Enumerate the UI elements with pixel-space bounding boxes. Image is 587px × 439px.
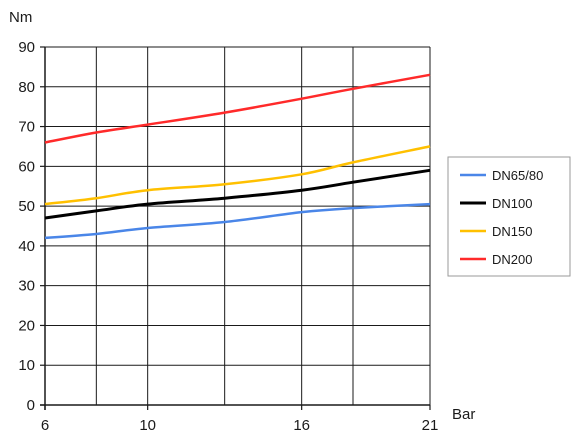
tick-labels: 0 10 20 30 40 50 60 70 80 90 6 10 16 21 [18, 39, 438, 434]
series-line-dn100 [44, 168, 431, 220]
x-tick-label-2: 16 [293, 417, 310, 434]
plot-background [45, 47, 430, 405]
legend-item-dn200: DN200 [460, 252, 532, 267]
y-tick-label-5: 50 [18, 198, 35, 215]
x-axis-label: Bar [452, 406, 475, 423]
x-tick-label-3: 21 [422, 417, 439, 434]
series-line-dn150 [44, 145, 431, 206]
series-line-dn200 [44, 73, 431, 144]
axes [40, 46, 431, 410]
legend-label-dn200: DN200 [492, 252, 532, 267]
plot-area [45, 47, 430, 405]
legend-item-dn65-80: DN65/80 [460, 168, 543, 183]
y-axis-label: Nm [9, 9, 32, 26]
y-tick-label-9: 90 [18, 39, 35, 56]
y-tick-label-8: 80 [18, 79, 35, 96]
legend-label-dn100: DN100 [492, 196, 532, 211]
series-line-dn65-80 [44, 202, 431, 240]
legend-item-dn100: DN100 [460, 196, 532, 211]
y-tick-label-1: 10 [18, 357, 35, 374]
x-tick-label-0: 6 [41, 417, 49, 434]
y-tick-label-0: 0 [27, 397, 35, 414]
legend-label-dn65-80: DN65/80 [492, 168, 543, 183]
y-tick-label-2: 20 [18, 317, 35, 334]
legend-label-dn150: DN150 [492, 224, 532, 239]
y-tick-label-7: 70 [18, 119, 35, 136]
y-tick-label-6: 60 [18, 158, 35, 175]
legend: DN65/80 DN100 DN150 DN200 [447, 156, 571, 277]
x-tick-label-1: 10 [139, 417, 156, 434]
legend-box [447, 156, 571, 277]
legend-item-dn150: DN150 [460, 224, 532, 239]
y-tick-label-4: 40 [18, 238, 35, 255]
series [44, 73, 431, 240]
y-tick-label-3: 30 [18, 278, 35, 295]
